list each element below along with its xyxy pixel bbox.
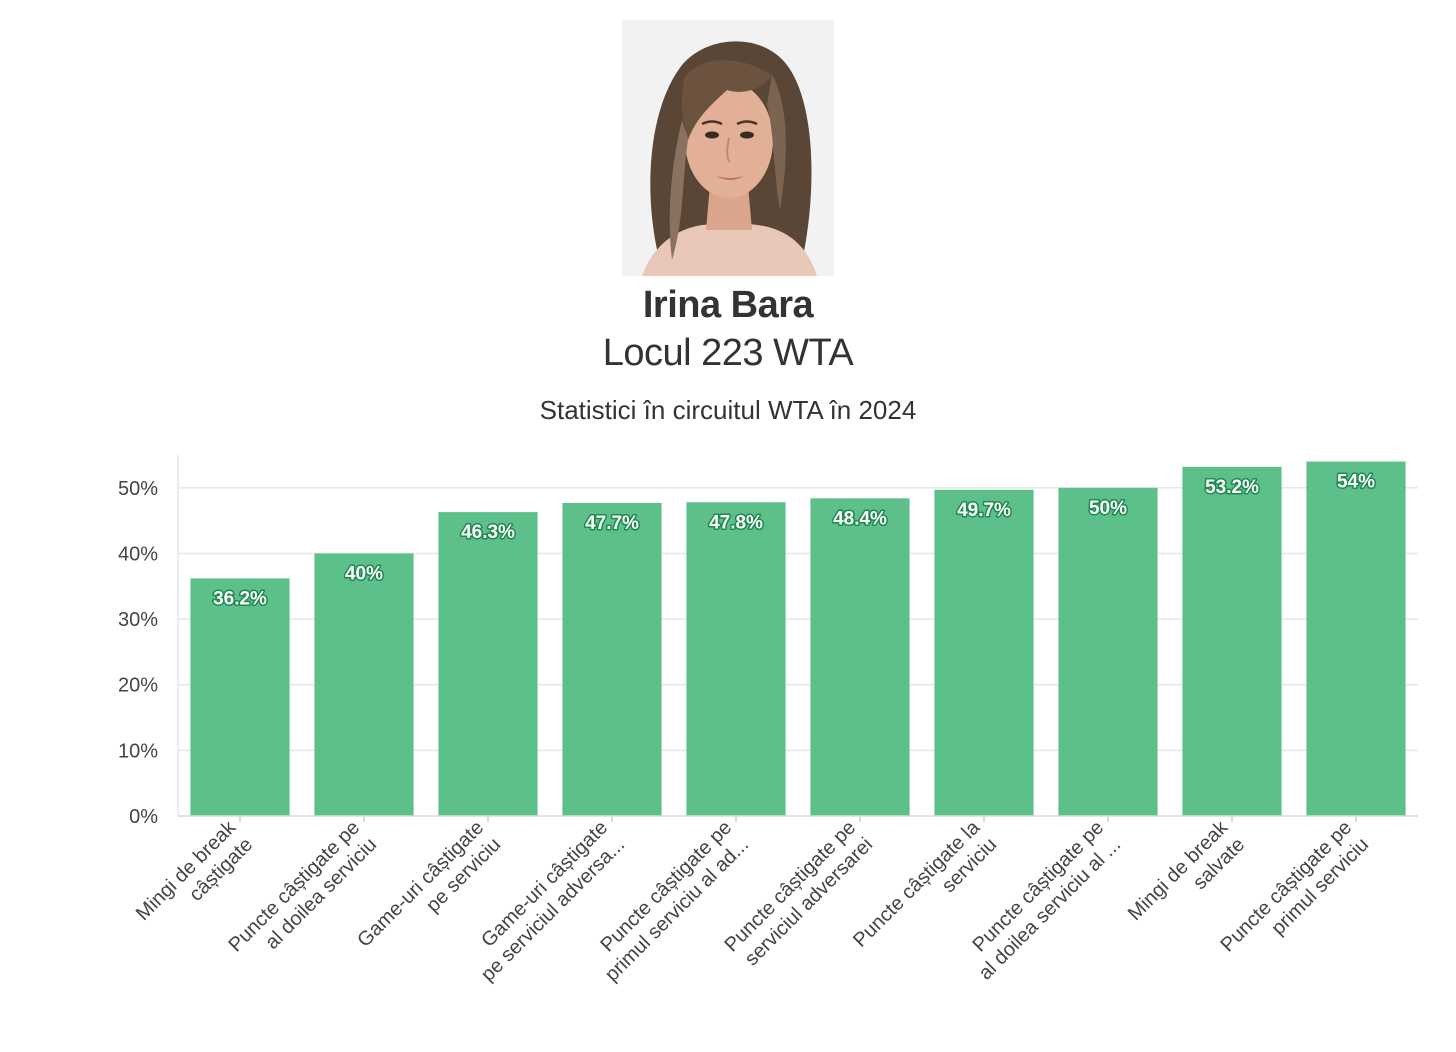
y-tick-label: 0% bbox=[129, 806, 158, 828]
player-rank: Locul 223 WTA bbox=[602, 332, 854, 374]
bar-data-label: 47.8% bbox=[709, 512, 763, 533]
bar bbox=[1058, 487, 1158, 816]
bar-data-label: 53.2% bbox=[1205, 477, 1259, 498]
bar bbox=[686, 502, 786, 816]
player-photo bbox=[622, 20, 834, 276]
x-tick-label-line: al doilea serviciu al ... bbox=[974, 834, 1125, 985]
bar-data-label: 40% bbox=[345, 563, 383, 584]
y-tick-label: 30% bbox=[118, 609, 158, 631]
chart-title: Statistici în circuitul WTA în 2024 bbox=[539, 395, 917, 425]
bar-data-label: 46.3% bbox=[461, 522, 515, 543]
bars bbox=[190, 461, 1406, 816]
y-tick-label: 50% bbox=[118, 478, 158, 500]
data-labels: 36.2% 40% 46.3% 47.7% 47.8% 48.4% 49.7% 50% 53.2… bbox=[212, 470, 1377, 611]
x-tick-label-line: pe serviciul adversa... bbox=[477, 834, 629, 986]
bar bbox=[1306, 461, 1406, 816]
bar bbox=[1182, 466, 1282, 816]
bar-data-label: 50% bbox=[1089, 498, 1127, 519]
bar-data-label: 48.4% bbox=[833, 508, 887, 529]
y-tick-label: 40% bbox=[118, 543, 158, 565]
bar bbox=[314, 553, 414, 816]
player-portrait-image bbox=[622, 20, 834, 276]
bar bbox=[934, 489, 1034, 816]
player-name: Irina Bara bbox=[642, 284, 814, 326]
bar bbox=[438, 512, 538, 816]
bar-data-label: 36.2% bbox=[213, 588, 267, 609]
bar bbox=[810, 498, 910, 816]
x-tick-label-line: primul serviciu al ad... bbox=[601, 834, 753, 986]
y-tick-label: 10% bbox=[118, 740, 158, 762]
bar-data-label: 49.7% bbox=[957, 500, 1011, 521]
y-axis: 0% 10% 20% 30% 40% 50% bbox=[118, 478, 158, 828]
bar bbox=[562, 502, 662, 816]
bar bbox=[190, 578, 290, 816]
y-tick-label: 20% bbox=[118, 675, 158, 697]
bar-data-label: 54% bbox=[1337, 472, 1375, 493]
bar-data-label: 47.7% bbox=[585, 513, 639, 534]
